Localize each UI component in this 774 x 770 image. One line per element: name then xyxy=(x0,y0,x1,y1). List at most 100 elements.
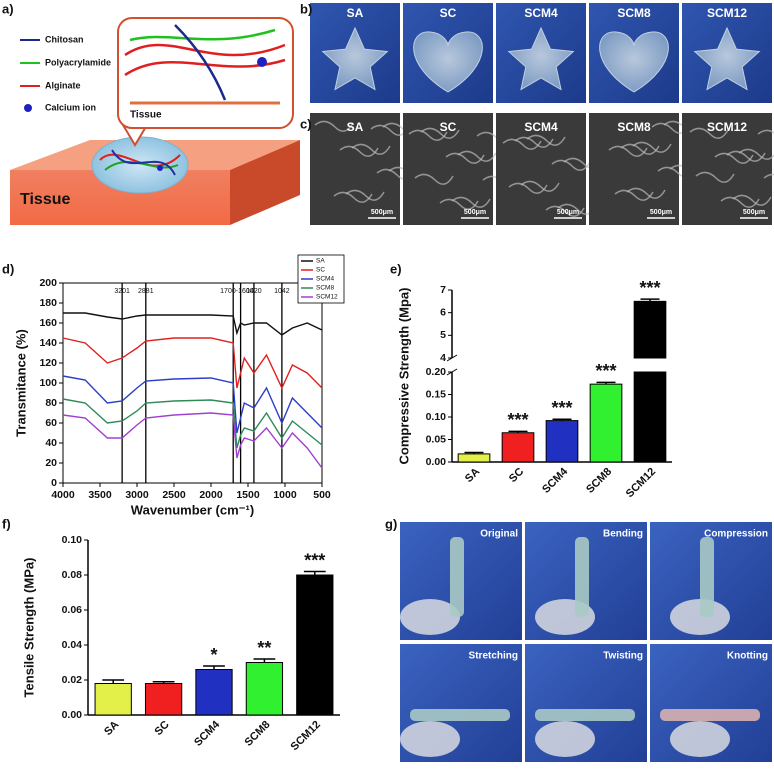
y-tick-label: 0.00 xyxy=(426,456,447,468)
y-tick-label: 0.05 xyxy=(426,433,447,445)
panel-label: b) xyxy=(300,1,312,16)
sem-label: SA xyxy=(347,120,364,134)
sem-texture xyxy=(689,127,729,139)
y-tick-label: 5 xyxy=(440,329,446,341)
sem-texture xyxy=(757,129,774,135)
y-tick-label: 0.10 xyxy=(426,411,447,423)
plot-frame xyxy=(62,282,323,484)
deformation-label: Stretching xyxy=(469,651,518,662)
panel-label: f) xyxy=(2,516,11,531)
x-tick-label: 1000 xyxy=(273,489,297,501)
gel-strip xyxy=(660,709,760,721)
sem-texture xyxy=(414,173,454,185)
polyacrylamide xyxy=(129,28,276,42)
sem-texture xyxy=(345,189,385,201)
bar xyxy=(457,453,491,463)
sem-texture xyxy=(520,180,560,192)
sem-texture xyxy=(314,120,354,132)
deformation-label: Twisting xyxy=(603,651,643,662)
glove xyxy=(400,721,460,757)
sem-texture xyxy=(445,152,485,164)
band-label: 1700-1600 xyxy=(220,288,254,295)
panel-label: d) xyxy=(2,261,14,276)
significance: *** xyxy=(551,398,572,418)
inset-label: Tissue xyxy=(130,110,162,121)
significance: ** xyxy=(257,638,271,658)
bar xyxy=(633,300,667,359)
photo-label: SA xyxy=(347,6,364,20)
gel-heart xyxy=(413,31,483,93)
gel-star xyxy=(507,26,575,91)
x-tick-label: SCM12 xyxy=(289,719,323,753)
band-label: 2881 xyxy=(138,288,154,295)
gel-heart xyxy=(599,31,669,93)
photo-row: SA SC SCM4 SCM8 SCM12 xyxy=(310,3,772,103)
y-tick-label: 0 xyxy=(51,477,57,489)
chain xyxy=(111,149,176,176)
bar xyxy=(545,420,579,463)
y-tick-label: 0.04 xyxy=(62,639,83,651)
legend-label: Calcium ion xyxy=(45,102,96,112)
sem-image xyxy=(496,113,586,225)
sem-label: SCM12 xyxy=(707,120,747,134)
y-tick-label: 0.10 xyxy=(62,534,83,546)
deformation-label: Original xyxy=(480,529,518,540)
bar xyxy=(589,383,623,463)
sem-row: SA 500μm SC 500μm SCM4 500μm SCM8 500μm SCM12 500… xyxy=(310,113,774,225)
deformation-label: Bending xyxy=(603,529,643,540)
band-label: 3201 xyxy=(114,288,130,295)
x-tick-label: SCM12 xyxy=(624,466,658,500)
x-tick-label: SA xyxy=(102,719,121,738)
bar xyxy=(94,683,132,716)
y-tick-label: 100 xyxy=(39,377,57,389)
panel-label: a) xyxy=(2,1,14,16)
sem-texture xyxy=(614,189,654,201)
y-axis-label: Tensile Strength (MPa) xyxy=(21,558,36,698)
y-tick-label: 0.06 xyxy=(62,604,83,616)
gel-strip xyxy=(535,709,635,721)
deformation-label: Knotting xyxy=(727,651,768,662)
sem-texture xyxy=(502,138,542,150)
block-label: Tissue xyxy=(20,191,71,208)
legend-label: SA xyxy=(316,258,325,265)
scale-bar-label: 500μm xyxy=(371,209,393,216)
hydrogel-blob xyxy=(91,136,189,194)
significance: *** xyxy=(304,550,325,570)
glove xyxy=(670,599,730,635)
y-tick-label: 60 xyxy=(45,417,57,429)
band-label: 1042 xyxy=(274,288,290,295)
panel-label: e) xyxy=(390,261,402,276)
chitosan xyxy=(174,24,227,101)
scale-bar-label: 500μm xyxy=(557,209,579,216)
x-tick-label: 4000 xyxy=(51,489,75,501)
sem-texture xyxy=(726,150,766,162)
legend-label: SCM4 xyxy=(316,276,334,283)
sem-texture xyxy=(632,141,672,153)
y-tick-label: 180 xyxy=(39,297,57,309)
deformation-label: Compression xyxy=(704,529,768,540)
y-axis-label: Compressive Strength (Mpa) xyxy=(396,288,411,465)
sem-texture xyxy=(526,134,566,146)
sem-texture xyxy=(457,150,497,162)
sem-texture xyxy=(408,129,448,141)
sem-texture xyxy=(695,171,735,183)
x-tick-label: SCM4 xyxy=(540,465,571,496)
scale-bar-label: 500μm xyxy=(743,209,765,216)
significance: *** xyxy=(507,410,528,430)
y-tick-label: 120 xyxy=(39,357,57,369)
y-tick-label: 0.08 xyxy=(62,569,83,581)
glove xyxy=(535,721,595,757)
x-tick-label: 2000 xyxy=(199,489,223,501)
y-tick-label: 160 xyxy=(39,317,57,329)
sem-texture xyxy=(351,143,391,155)
x-tick-label: SC xyxy=(507,466,526,485)
legend-label: Alginate xyxy=(45,80,81,90)
legend-dot xyxy=(24,104,32,112)
spectrum-line xyxy=(62,337,323,390)
sem-texture xyxy=(451,196,491,208)
gel-star xyxy=(693,26,761,91)
y-tick-label: 6 xyxy=(440,306,446,318)
bar xyxy=(501,432,535,463)
bar xyxy=(245,662,284,716)
sem-texture xyxy=(514,136,554,148)
